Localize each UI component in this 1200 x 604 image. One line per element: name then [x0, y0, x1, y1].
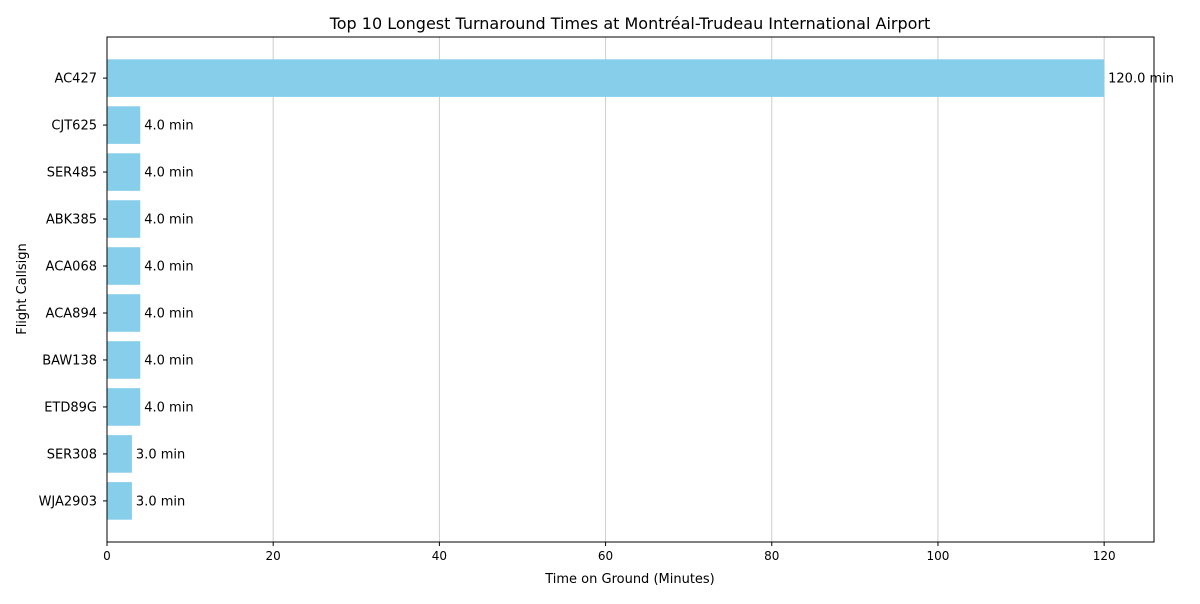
x-tick-label: 20 — [266, 549, 281, 563]
y-tick-label: AC427 — [54, 72, 97, 87]
grid-lines — [106, 37, 1105, 542]
data-label: 4.0 min — [144, 119, 193, 134]
bars — [107, 59, 1105, 520]
x-tick-label: 120 — [1093, 549, 1116, 563]
y-tick-label: CJT625 — [51, 119, 97, 134]
bar — [107, 341, 141, 379]
data-label: 3.0 min — [136, 447, 185, 462]
bar — [107, 294, 141, 332]
data-label: 3.0 min — [136, 494, 185, 509]
x-tick-label: 60 — [598, 549, 613, 563]
bar — [107, 482, 132, 520]
bar — [107, 153, 141, 191]
x-tick-label: 80 — [764, 549, 779, 563]
x-axis-label: Time on Ground (Minutes) — [544, 572, 715, 587]
data-label: 4.0 min — [144, 260, 193, 275]
data-label: 4.0 min — [144, 306, 193, 321]
y-tick-label: BAW138 — [42, 353, 97, 368]
data-label: 4.0 min — [144, 400, 193, 415]
bar — [107, 106, 141, 144]
x-axis-ticks: 0 20 40 60 80 100 120 — [103, 542, 1116, 563]
plot-frame — [106, 36, 1155, 543]
bar — [107, 435, 132, 473]
data-labels: 120.0 min 4.0 min 4.0 min 4.0 min 4.0 min 4.0… — [136, 72, 1174, 510]
y-tick-label: ABK385 — [46, 213, 97, 228]
x-tick-label: 100 — [926, 549, 949, 563]
bar — [107, 200, 141, 238]
y-axis-label: Flight Callsign — [15, 243, 30, 335]
x-tick-label: 40 — [432, 549, 447, 563]
bar — [107, 247, 141, 285]
data-label: 4.0 min — [144, 213, 193, 228]
y-tick-label: ETD89G — [44, 400, 97, 415]
x-tick-label: 0 — [103, 549, 111, 563]
data-label: 4.0 min — [144, 166, 193, 181]
chart-title: Top 10 Longest Turnaround Times at Montr… — [329, 14, 931, 33]
data-label: 4.0 min — [144, 353, 193, 368]
y-tick-label: SER485 — [47, 166, 97, 181]
data-label: 120.0 min — [1108, 72, 1174, 87]
bar — [107, 388, 141, 426]
bar — [107, 59, 1105, 97]
y-tick-label: SER308 — [47, 447, 97, 462]
y-tick-label: ACA068 — [46, 260, 97, 275]
y-axis-ticks: AC427 CJT625 SER485 ABK385 ACA068 ACA894 BAW13… — [39, 72, 107, 509]
y-tick-label: ACA894 — [46, 306, 97, 321]
y-tick-label: WJA2903 — [39, 494, 97, 509]
